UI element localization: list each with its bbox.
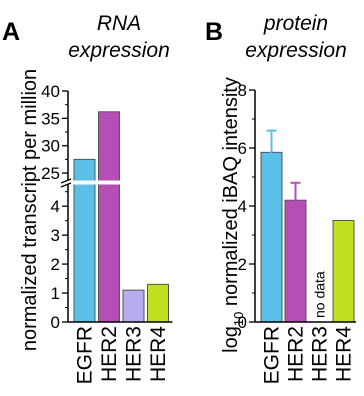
bar-her4: [147, 283, 169, 323]
y-tick-label-0: 0: [238, 313, 247, 332]
y-tick-label-4: 4: [238, 197, 247, 216]
panel-b-y-axis-label-log: log: [220, 326, 242, 353]
y-tick-label-8: 8: [238, 81, 247, 100]
bar-her3: [122, 289, 145, 323]
panel-letter-b: B: [205, 18, 223, 46]
panel-a-title-line-2: expression: [68, 39, 170, 62]
y-tick-label-0: 0: [51, 313, 60, 332]
y-tick-label-40: 40: [41, 82, 60, 101]
y-tick-label-25: 25: [41, 164, 60, 183]
bar-egfr: [260, 151, 283, 323]
panel-a-y-axis-label: normalized transcript per million: [19, 69, 41, 351]
y-tick-label-1: 1: [51, 284, 60, 303]
x-tick-label-her4: HER4: [147, 326, 170, 382]
axis-break-mark-upper: [60, 178, 72, 184]
x-tick-label-her2: HER2: [285, 326, 308, 382]
y-tick-label-2: 2: [51, 255, 60, 274]
x-tick-label-her3: HER3: [123, 326, 146, 382]
y-tick-label-30: 30: [41, 137, 60, 156]
bar-her4: [332, 220, 355, 323]
x-tick-label-egfr: EGFR: [261, 326, 284, 384]
no-data-label-her3: no data: [312, 271, 328, 318]
x-tick-label-her2: HER2: [98, 326, 121, 382]
panel-a-title-line-1: RNA: [97, 12, 141, 35]
panel-b-title-line-2: expression: [245, 39, 347, 62]
y-tick-label-2: 2: [238, 255, 247, 274]
y-tick-label-6: 6: [238, 139, 247, 158]
y-tick-label-35: 35: [41, 109, 60, 128]
bar-her2: [98, 111, 120, 323]
axis-break-mark-lower: [60, 182, 72, 188]
panel-b-y-axis-label-rest: normalized iBAQ intensity: [220, 77, 242, 312]
x-tick-label-egfr: EGFR: [74, 326, 97, 384]
panel-b-title-line-1: protein: [263, 12, 328, 35]
y-tick-label-3: 3: [51, 226, 60, 245]
panel-b: B protein expression log10 normalized iB…: [205, 12, 356, 384]
axis-break-gap: [60, 180, 123, 185]
panel-b-y-axis-label: log10 normalized iBAQ intensity: [220, 77, 246, 353]
x-tick-label-her3: HER3: [309, 326, 332, 382]
y-tick-label-4: 4: [51, 197, 60, 216]
panel-a: A RNA expression normalized transcript p…: [2, 12, 173, 384]
x-tick-label-her4: HER4: [333, 326, 356, 382]
panel-letter-a: A: [2, 18, 20, 46]
panel-b-y-axis-label-subscript: 10: [231, 312, 246, 326]
